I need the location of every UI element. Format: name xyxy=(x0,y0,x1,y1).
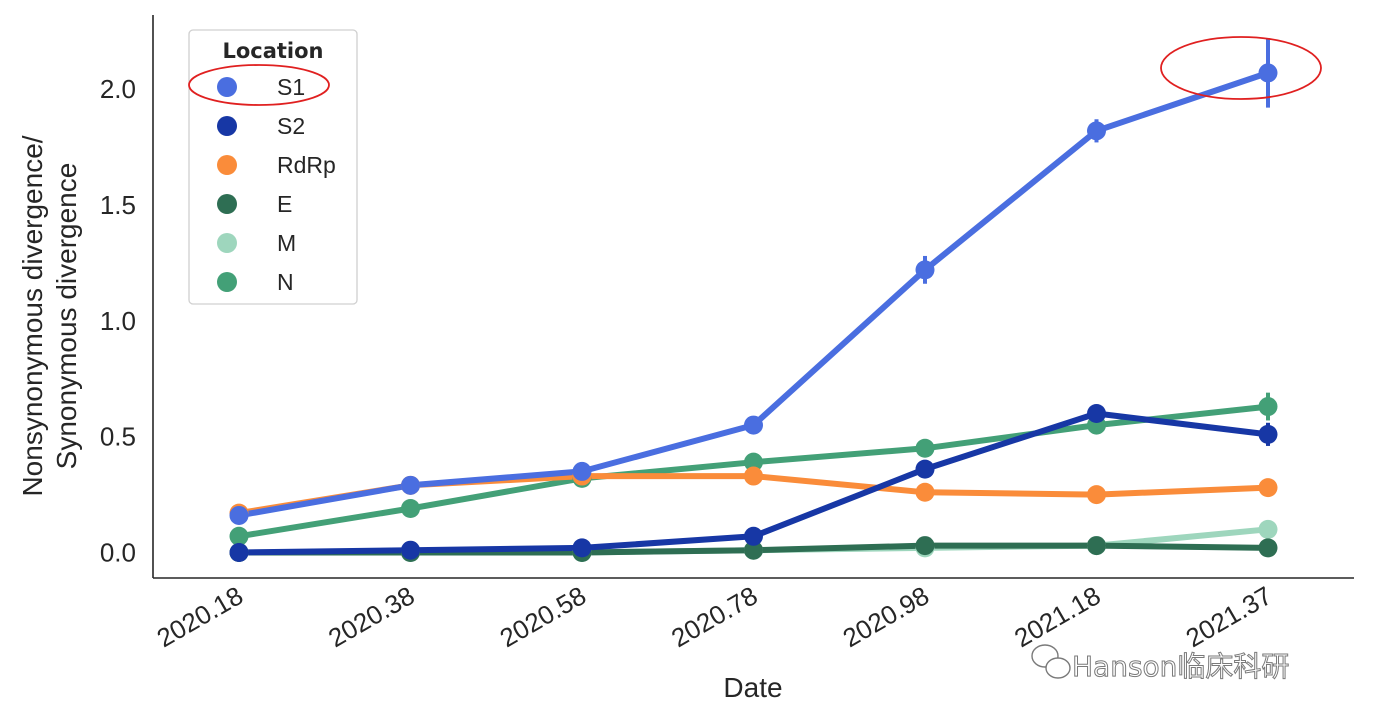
data-point-s1 xyxy=(1258,63,1278,83)
legend-marker-s1 xyxy=(217,77,237,97)
y-tick-label: 2.0 xyxy=(100,74,136,104)
x-axis-label: Date xyxy=(723,672,782,703)
highlight-ellipse-s1-last-point xyxy=(1160,36,1322,100)
data-point-rdrp xyxy=(1087,485,1106,505)
data-point-n xyxy=(229,526,249,546)
data-point-s1 xyxy=(1087,121,1106,141)
y-axis-label: Nonsynonymous divergence/ Synonymous div… xyxy=(17,135,82,496)
legend-marker-m xyxy=(217,233,237,253)
legend-marker-s2 xyxy=(217,116,237,136)
data-point-s2 xyxy=(1258,424,1278,444)
legend-marker-n xyxy=(217,272,237,292)
data-point-e xyxy=(1258,538,1278,558)
data-point-s2 xyxy=(229,543,249,563)
legend-marker-e xyxy=(217,194,237,214)
legend: Location S1 S2 RdRp EMN xyxy=(188,29,358,305)
wechat-icon xyxy=(1031,644,1071,679)
legend-label-s1: S1 xyxy=(277,74,305,100)
data-point-rdrp xyxy=(1258,478,1278,498)
legend-label-m: M xyxy=(277,230,296,256)
data-point-s1 xyxy=(572,461,592,481)
y-axis-label-line-1: Nonsynonymous divergence/ xyxy=(17,135,48,496)
y-tick-labels: 0.0 0.5 1.0 1.5 2.0 xyxy=(100,74,136,567)
data-point-e xyxy=(1087,536,1106,556)
y-tick-label: 1.0 xyxy=(100,306,136,336)
y-axis-label-line-2: Synonymous divergence xyxy=(51,163,82,470)
data-point-s2 xyxy=(744,526,763,546)
data-point-s2 xyxy=(572,538,592,558)
data-point-n xyxy=(915,438,935,458)
data-point-rdrp xyxy=(744,466,763,486)
legend-label-rdrp: RdRp xyxy=(277,152,336,178)
legend-items: S1 S2 RdRp EMN xyxy=(217,74,336,295)
data-point-n xyxy=(744,452,763,472)
data-point-s2 xyxy=(915,459,935,479)
data-point-n xyxy=(1258,397,1278,417)
data-point-s2 xyxy=(1087,404,1106,424)
data-point-s1 xyxy=(915,260,935,280)
data-point-e xyxy=(915,536,935,556)
legend-marker-rdrp xyxy=(217,155,237,175)
data-point-e xyxy=(744,540,763,560)
data-point-rdrp xyxy=(915,482,935,502)
watermark-text: Hanson临床科研 xyxy=(1072,650,1289,683)
data-point-s1 xyxy=(401,475,420,495)
legend-label-n: N xyxy=(277,269,294,295)
legend-title: Location xyxy=(222,39,323,63)
watermark: Hanson临床科研 xyxy=(1031,644,1290,684)
legend-label-s2: S2 xyxy=(277,113,305,139)
series-points xyxy=(229,63,1278,563)
y-tick-label: 1.5 xyxy=(100,190,136,220)
data-point-s1 xyxy=(229,505,249,525)
data-point-m xyxy=(1258,519,1278,539)
y-tick-label: 0.5 xyxy=(100,422,136,452)
data-point-s2 xyxy=(401,540,420,560)
data-point-s1 xyxy=(744,415,763,435)
highlight-ellipse-legend-s1 xyxy=(188,64,330,106)
data-point-n xyxy=(401,498,420,518)
y-tick-label: 0.0 xyxy=(100,538,136,568)
legend-label-e: E xyxy=(277,191,292,217)
